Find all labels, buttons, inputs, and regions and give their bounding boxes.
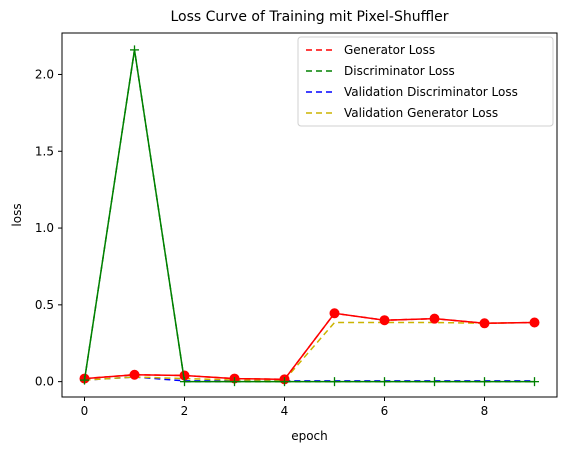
- x-tick-label: 4: [281, 404, 289, 418]
- data-point-generator-loss: [129, 369, 140, 380]
- legend-box: [297, 36, 554, 127]
- y-tick-label: 0.0: [35, 375, 54, 389]
- y-tick-label: 2.0: [35, 67, 54, 81]
- x-tick-label: 0: [81, 404, 89, 418]
- series-overlay-discriminator-loss: [83, 49, 535, 383]
- legend-entry-discriminator-loss: Discriminator Loss: [306, 64, 455, 78]
- data-point-discriminator-loss: [530, 377, 539, 387]
- data-point-discriminator-loss: [280, 377, 289, 387]
- plot-frame: [61, 32, 558, 398]
- series-line-validation-discriminator-loss: [84, 376, 535, 382]
- series-line-validation-generator-loss: [84, 321, 535, 381]
- legend-label: Validation Discriminator Loss: [344, 85, 518, 99]
- data-point-generator-loss: [379, 315, 390, 326]
- legend: Generator Loss Discriminator Loss Validati…: [297, 36, 554, 127]
- data-point-generator-loss: [329, 308, 340, 319]
- series-overlay-generator-loss: [84, 312, 535, 381]
- data-point-discriminator-loss: [130, 45, 139, 55]
- data-point-generator-loss: [429, 313, 440, 324]
- data-point-discriminator-loss: [380, 377, 389, 387]
- legend-entry-validation-discriminator-loss: Validation Discriminator Loss: [306, 85, 518, 99]
- x-axis-label: epoch: [291, 429, 328, 443]
- y-tick-label: 1.5: [35, 144, 54, 158]
- x-tick-label: 2: [181, 404, 189, 418]
- legend-entry-generator-loss: Generator Loss: [306, 43, 435, 57]
- legend-label: Generator Loss: [344, 43, 435, 57]
- data-point-discriminator-loss: [230, 377, 239, 387]
- y-tick-label: 1.0: [35, 221, 54, 235]
- x-tick-label: 8: [481, 404, 489, 418]
- data-point-generator-loss: [529, 317, 540, 328]
- legend-entry-validation-generator-loss: Validation Generator Loss: [306, 106, 498, 120]
- data-point-discriminator-loss: [80, 375, 89, 385]
- axes-layer: 0 2 4 6 8 0.0 0.5 1.0 1.5 2.0: [35, 67, 488, 418]
- y-axis-label: loss: [10, 203, 24, 226]
- legend-label: Discriminator Loss: [344, 64, 455, 78]
- x-tick-label: 6: [381, 404, 389, 418]
- data-point-discriminator-loss: [330, 377, 339, 387]
- legend-label: Validation Generator Loss: [344, 106, 498, 120]
- data-point-discriminator-loss: [480, 377, 489, 387]
- data-point-generator-loss: [479, 318, 490, 329]
- series-layer: [79, 45, 540, 387]
- chart-title: Loss Curve of Training mit Pixel-Shuffle…: [171, 9, 449, 25]
- data-point-discriminator-loss: [430, 377, 439, 387]
- data-point-discriminator-loss: [180, 377, 189, 387]
- y-tick-label: 0.5: [35, 298, 54, 312]
